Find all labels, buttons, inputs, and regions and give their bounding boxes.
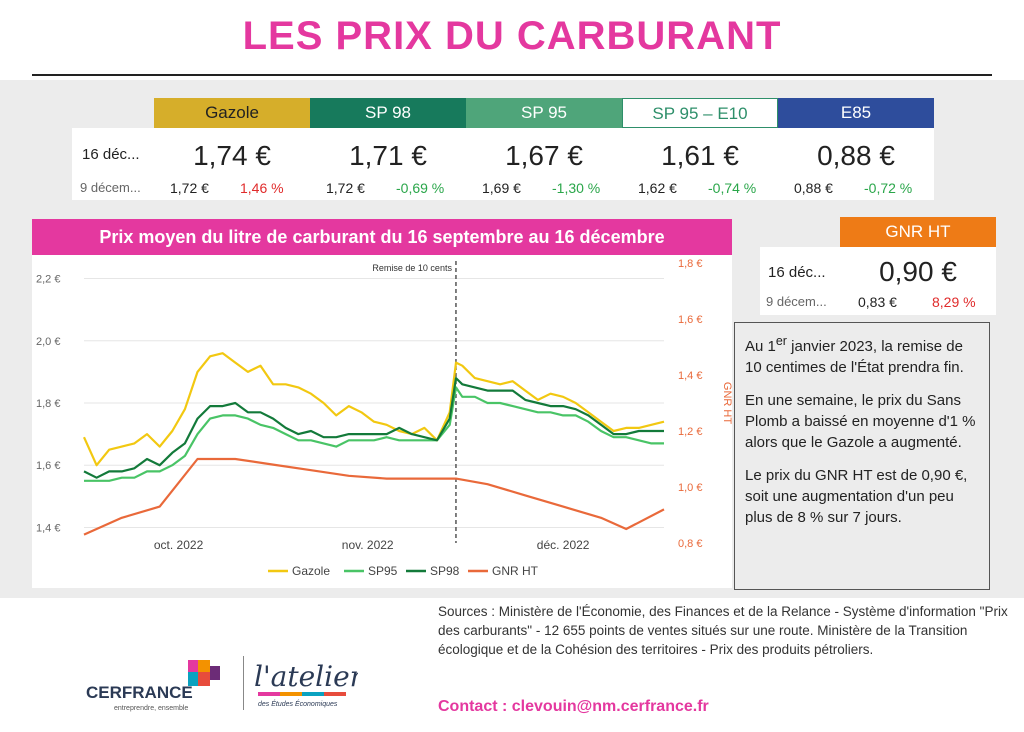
legend-label: SP95 — [368, 564, 398, 578]
y-right-tick-label: 1,8 € — [678, 258, 702, 270]
info-box: Au 1er janvier 2023, la remise de 10 cen… — [734, 322, 990, 590]
gnr-tab: GNR HT — [840, 217, 996, 247]
fuel-change-0: 1,46 % — [240, 180, 284, 196]
y-right-tick-label: 1,6 € — [678, 314, 702, 326]
fuel-price-1: 1,71 € — [349, 140, 427, 171]
logo-divider — [243, 656, 244, 710]
fuel-tab-4: E85 — [778, 98, 934, 128]
y-left-tick-label: 1,6 € — [36, 460, 60, 472]
title-divider — [32, 74, 992, 76]
y-right-tick-label: 1,0 € — [678, 482, 702, 494]
x-tick-label: déc. 2022 — [537, 538, 590, 552]
y-left-tick-label: 1,8 € — [36, 398, 60, 410]
fuel-previous-price-2: 1,69 € — [482, 180, 521, 196]
fuel-tab-3: SP 95 – E10 — [622, 98, 778, 128]
y-right-tick-label: 1,2 € — [678, 426, 702, 438]
fuel-price-0: 1,74 € — [193, 140, 271, 171]
page-title: LES PRIX DU CARBURANT — [242, 14, 782, 58]
fuel-price-4: 0,88 € — [817, 140, 895, 171]
svg-text:l'atelier: l'atelier — [254, 660, 358, 693]
price-card — [72, 128, 934, 200]
current-date-label: 16 déc... — [82, 146, 140, 163]
y-right-tick-label: 0,8 € — [678, 538, 702, 550]
gnr-change: 8,29 % — [932, 294, 976, 310]
fuel-tab-0: Gazole — [154, 98, 310, 128]
annotation-label: Remise de 10 cents — [372, 263, 452, 273]
legend-label: SP98 — [430, 564, 460, 578]
y-right-axis-label: GNR HT — [721, 382, 732, 424]
cerfrance-logo: CERFRANCE entreprendre, ensemble — [86, 656, 236, 717]
info-paragraph-3: Le prix du GNR HT est de 0,90 €, soit un… — [745, 467, 968, 526]
fuel-change-1: -0,69 % — [396, 180, 445, 196]
legend-label: Gazole — [292, 564, 330, 578]
info-paragraph-2: En une semaine, le prix du Sans Plomb a … — [745, 392, 976, 451]
fuel-price-3: 1,61 € — [661, 140, 739, 171]
gnr-card — [760, 247, 996, 315]
series-line-sp98 — [83, 376, 664, 479]
y-left-tick-label: 1,4 € — [36, 522, 60, 534]
legend-label: GNR HT — [492, 564, 539, 578]
svg-text:des Études Économiques: des Études Économiques — [258, 699, 338, 708]
atelier-logo: l'atelier des Études Économiques — [248, 654, 365, 715]
svg-text:CERFRANCE: CERFRANCE — [86, 683, 193, 702]
x-tick-label: oct. 2022 — [154, 538, 204, 552]
fuel-previous-price-3: 1,62 € — [638, 180, 677, 196]
chart-area: 1,4 € 1,6 € 1,8 € 2,0 € 2,2 € 0,8 € 1,0 € 1,2 €… — [32, 255, 733, 588]
fuel-change-3: -0,74 % — [708, 180, 757, 196]
contact-link[interactable]: Contact : clevouin@nm.cerfrance.fr — [438, 698, 709, 715]
fuel-price-2: 1,67 € — [505, 140, 583, 171]
y-right-tick-label: 1,4 € — [678, 370, 702, 382]
x-tick-label: nov. 2022 — [342, 538, 394, 552]
info-paragraph-1: Au 1er janvier 2023, la remise de 10 cen… — [745, 334, 964, 376]
gnr-price: 0,90 € — [879, 256, 957, 287]
svg-text:entreprendre, ensemble: entreprendre, ensemble — [114, 705, 188, 712]
price-line-chart: 1,4 € 1,6 € 1,8 € 2,0 € 2,2 € 0,8 € 1,0 € 1,2 €… — [36, 258, 733, 578]
series-line-sp95 — [84, 386, 664, 482]
fuel-change-4: -0,72 % — [864, 180, 913, 196]
fuel-previous-price-4: 0,88 € — [794, 180, 833, 196]
y-left-tick-label: 2,0 € — [36, 336, 60, 348]
series-line-gnr-ht — [83, 457, 665, 536]
y-left-tick-label: 2,2 € — [36, 274, 60, 286]
fuel-previous-price-0: 1,72 € — [170, 180, 209, 196]
fuel-tab-1: SP 98 — [310, 98, 466, 128]
fuel-tab-2: SP 95 — [466, 98, 622, 128]
gnr-previous-price: 0,83 € — [858, 294, 897, 310]
fuel-change-2: -1,30 % — [552, 180, 601, 196]
previous-date-label: 9 décem... — [80, 180, 141, 195]
sources-text: Sources : Ministère de l'Économie, des F… — [438, 604, 1008, 657]
series-line-gazole — [82, 352, 665, 467]
fuel-previous-price-1: 1,72 € — [326, 180, 365, 196]
chart-title: Prix moyen du litre de carburant du 16 s… — [32, 219, 732, 255]
gnr-previous-date: 9 décem... — [766, 294, 827, 309]
gnr-current-date: 16 déc... — [768, 264, 826, 281]
